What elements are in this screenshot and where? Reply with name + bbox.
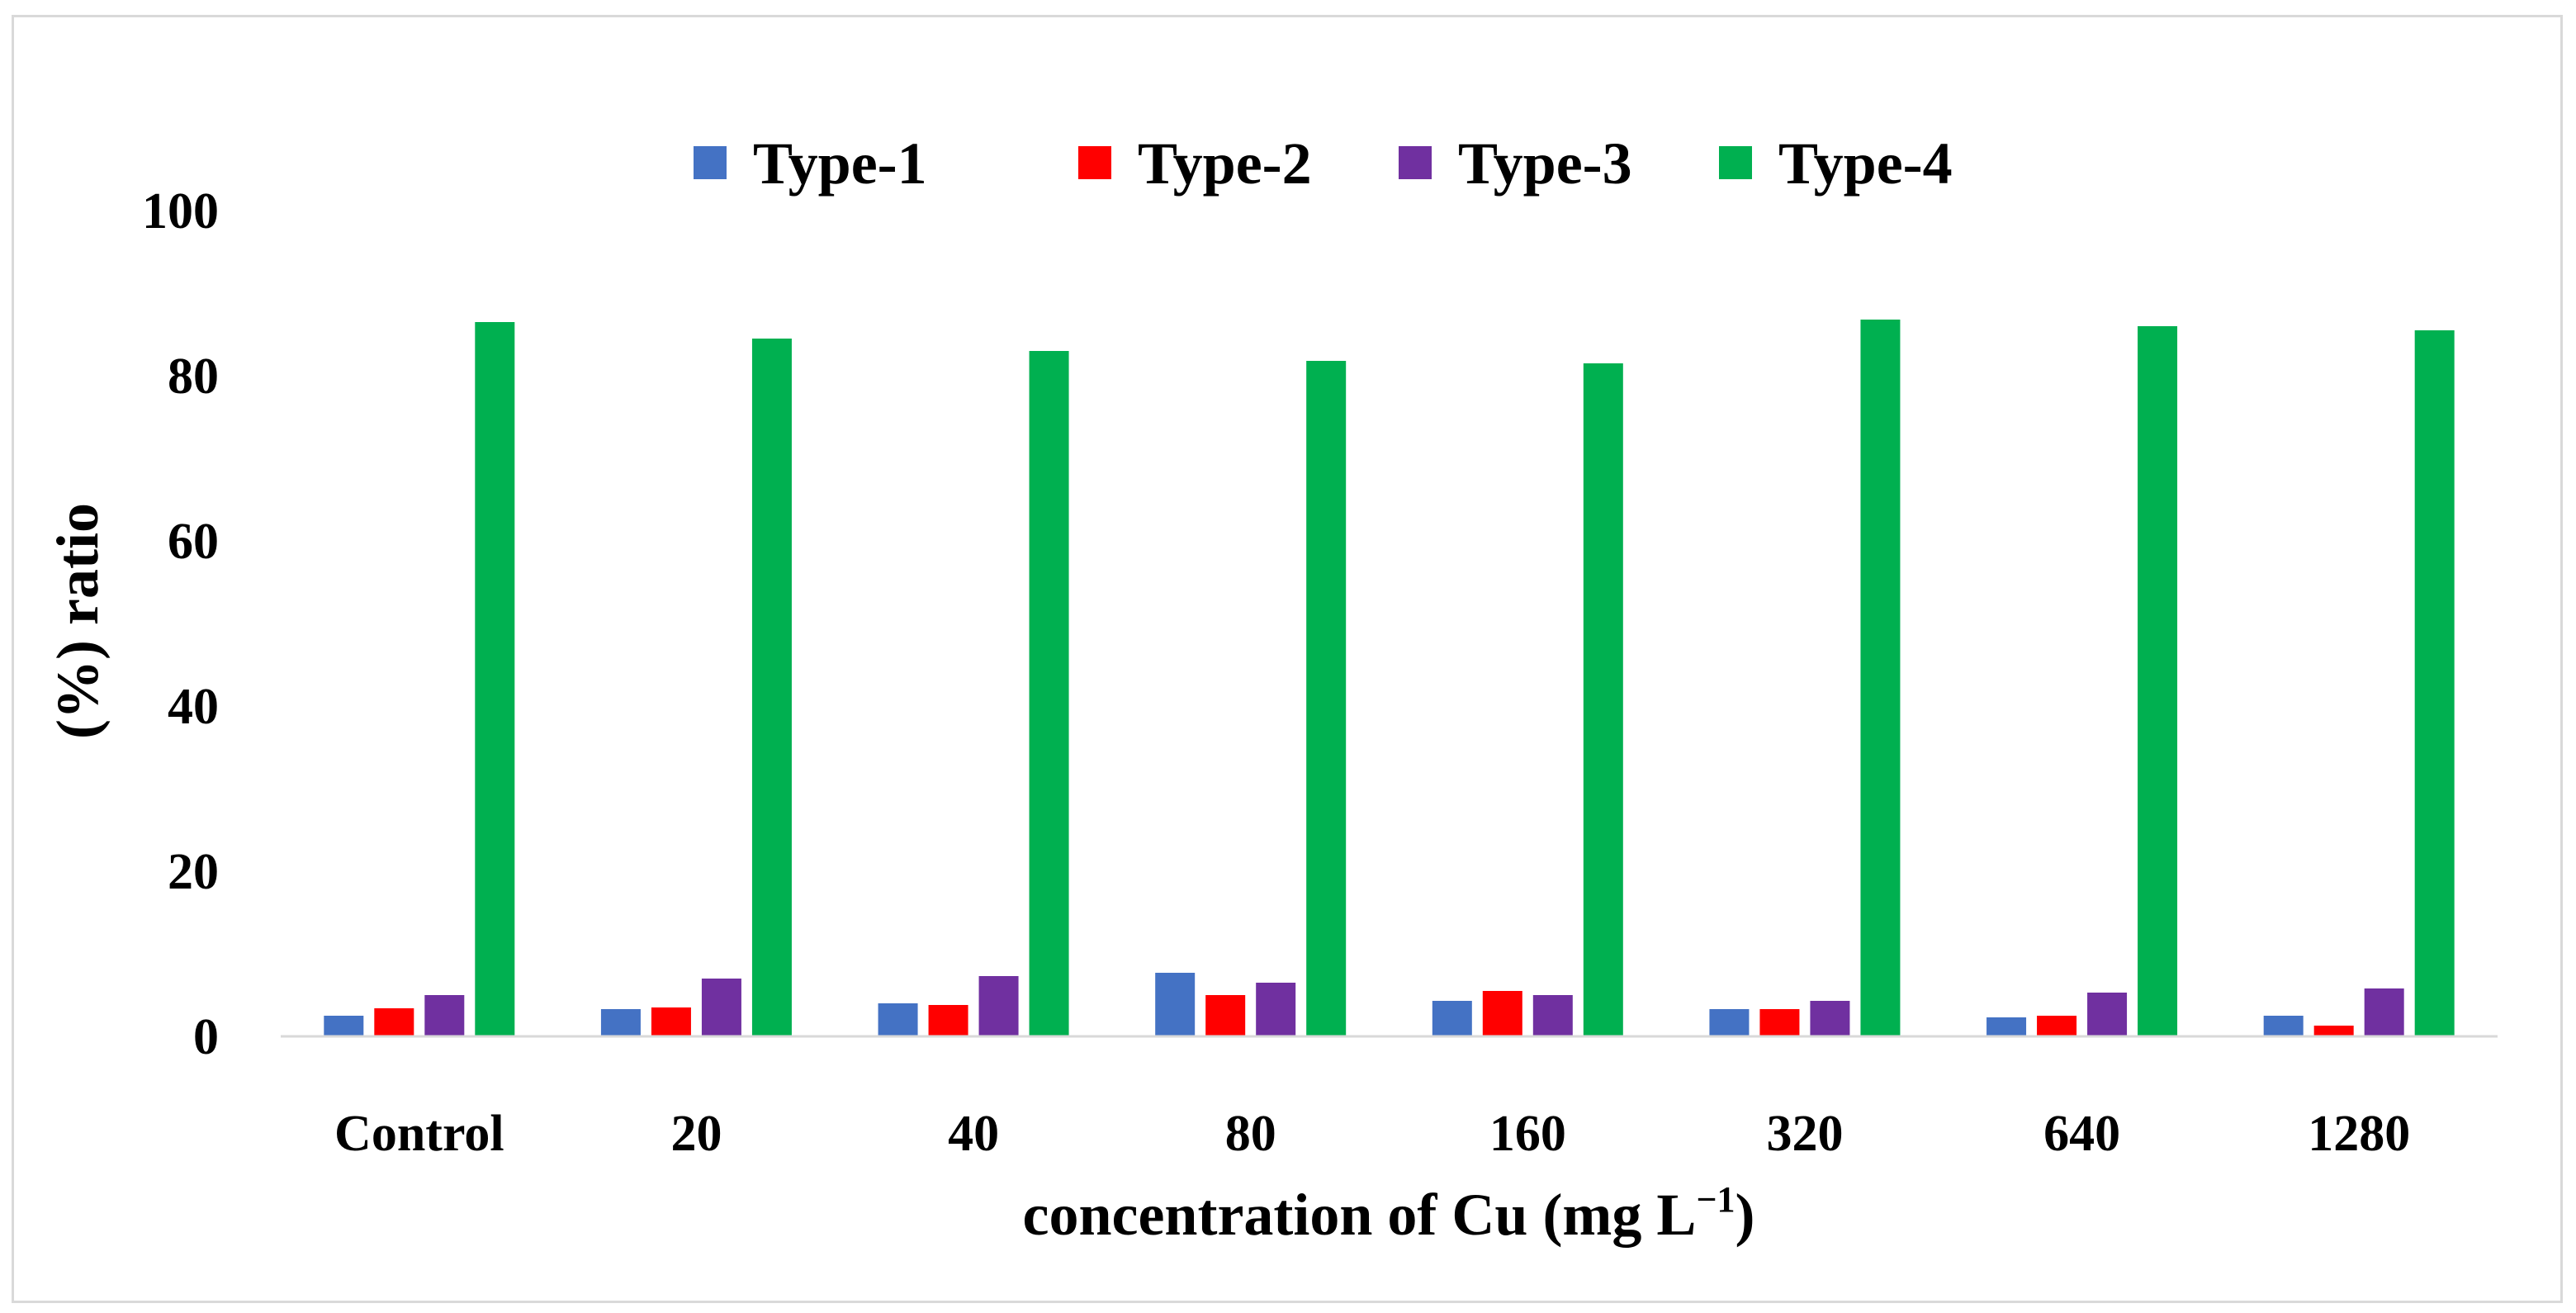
y-tick-label: 40: [168, 679, 219, 735]
bar-type-4-40: [1029, 351, 1069, 1036]
x-tick-label: 80: [1225, 1106, 1276, 1162]
x-axis-title-main: concentration of Cu (mg L: [1023, 1182, 1697, 1248]
y-tick-label: 60: [168, 514, 219, 570]
x-tick-label: 640: [2043, 1106, 2120, 1162]
bar-type-3-80: [1256, 983, 1296, 1036]
y-axis-ticks: 0 20 40 60 80 100: [142, 183, 219, 1065]
legend-label-type-1: Type-1: [753, 130, 927, 197]
x-tick-label: 320: [1766, 1106, 1843, 1162]
bar-type-2-640: [2037, 1016, 2077, 1036]
bar-type-4-80: [1306, 361, 1347, 1036]
bar-type-2-80: [1205, 995, 1246, 1036]
bar-type-2-1280: [2313, 1026, 2354, 1036]
x-tick-label: 1280: [2308, 1106, 2410, 1162]
x-axis-ticks: Control 20 40 80 160 320 640 1280: [334, 1106, 2410, 1162]
x-tick-label: Control: [334, 1106, 504, 1162]
legend-label-type-3: Type-3: [1458, 130, 1632, 197]
bar-type-3-640: [2087, 993, 2128, 1036]
bar-type-1-1280: [2263, 1016, 2304, 1036]
bar-type-4-1280: [2414, 330, 2455, 1036]
bar-type-1-80: [1155, 973, 1196, 1036]
y-tick-label: 20: [168, 844, 219, 900]
bar-type-4-160: [1583, 363, 1623, 1036]
bar-type-4-control: [475, 322, 515, 1036]
bar-type-3-320: [1810, 1001, 1850, 1036]
x-axis-title-close: ): [1735, 1182, 1755, 1248]
bar-type-3-40: [978, 976, 1019, 1036]
legend: Type-1 Type-2 Type-3 Type-4: [694, 130, 1953, 197]
bar-type-2-control: [374, 1008, 414, 1036]
y-tick-label: 100: [142, 183, 219, 239]
x-tick-label: 20: [670, 1106, 722, 1162]
legend-swatch-type-3: [1399, 146, 1432, 179]
x-tick-label: 40: [948, 1106, 999, 1162]
bar-type-1-320: [1709, 1009, 1750, 1036]
bar-type-1-20: [600, 1009, 641, 1036]
legend-swatch-type-4: [1719, 146, 1752, 179]
bar-type-1-160: [1432, 1001, 1472, 1036]
bar-type-3-20: [701, 979, 741, 1036]
x-axis-title-superscript: −1: [1696, 1179, 1735, 1220]
legend-swatch-type-1: [694, 146, 727, 179]
bar-type-1-control: [324, 1016, 364, 1036]
chart-frame: [12, 15, 2563, 1303]
bar-type-3-160: [1532, 995, 1573, 1036]
bar-type-1-40: [878, 1003, 918, 1036]
bar-type-3-control: [424, 995, 465, 1036]
bars: [324, 320, 2455, 1036]
legend-swatch-type-2: [1078, 146, 1111, 179]
legend-label-type-2: Type-2: [1138, 130, 1312, 197]
bar-type-4-640: [2138, 326, 2178, 1036]
bar-type-2-160: [1482, 991, 1522, 1036]
x-axis-title: concentration of Cu (mg L−1): [1023, 1179, 1755, 1248]
y-tick-label: 80: [168, 348, 219, 405]
bar-type-4-320: [1860, 320, 1901, 1036]
bar-type-2-320: [1759, 1009, 1800, 1036]
y-tick-label: 0: [193, 1009, 219, 1065]
bar-type-2-40: [928, 1005, 968, 1036]
bar-type-4-20: [751, 339, 792, 1036]
bar-type-2-20: [651, 1007, 691, 1036]
x-tick-label: 160: [1489, 1106, 1566, 1162]
legend-label-type-4: Type-4: [1778, 130, 1953, 197]
bar-type-3-1280: [2364, 988, 2404, 1036]
bar-type-1-640: [1986, 1017, 2027, 1036]
y-axis-title: (%) ratio: [45, 503, 111, 739]
